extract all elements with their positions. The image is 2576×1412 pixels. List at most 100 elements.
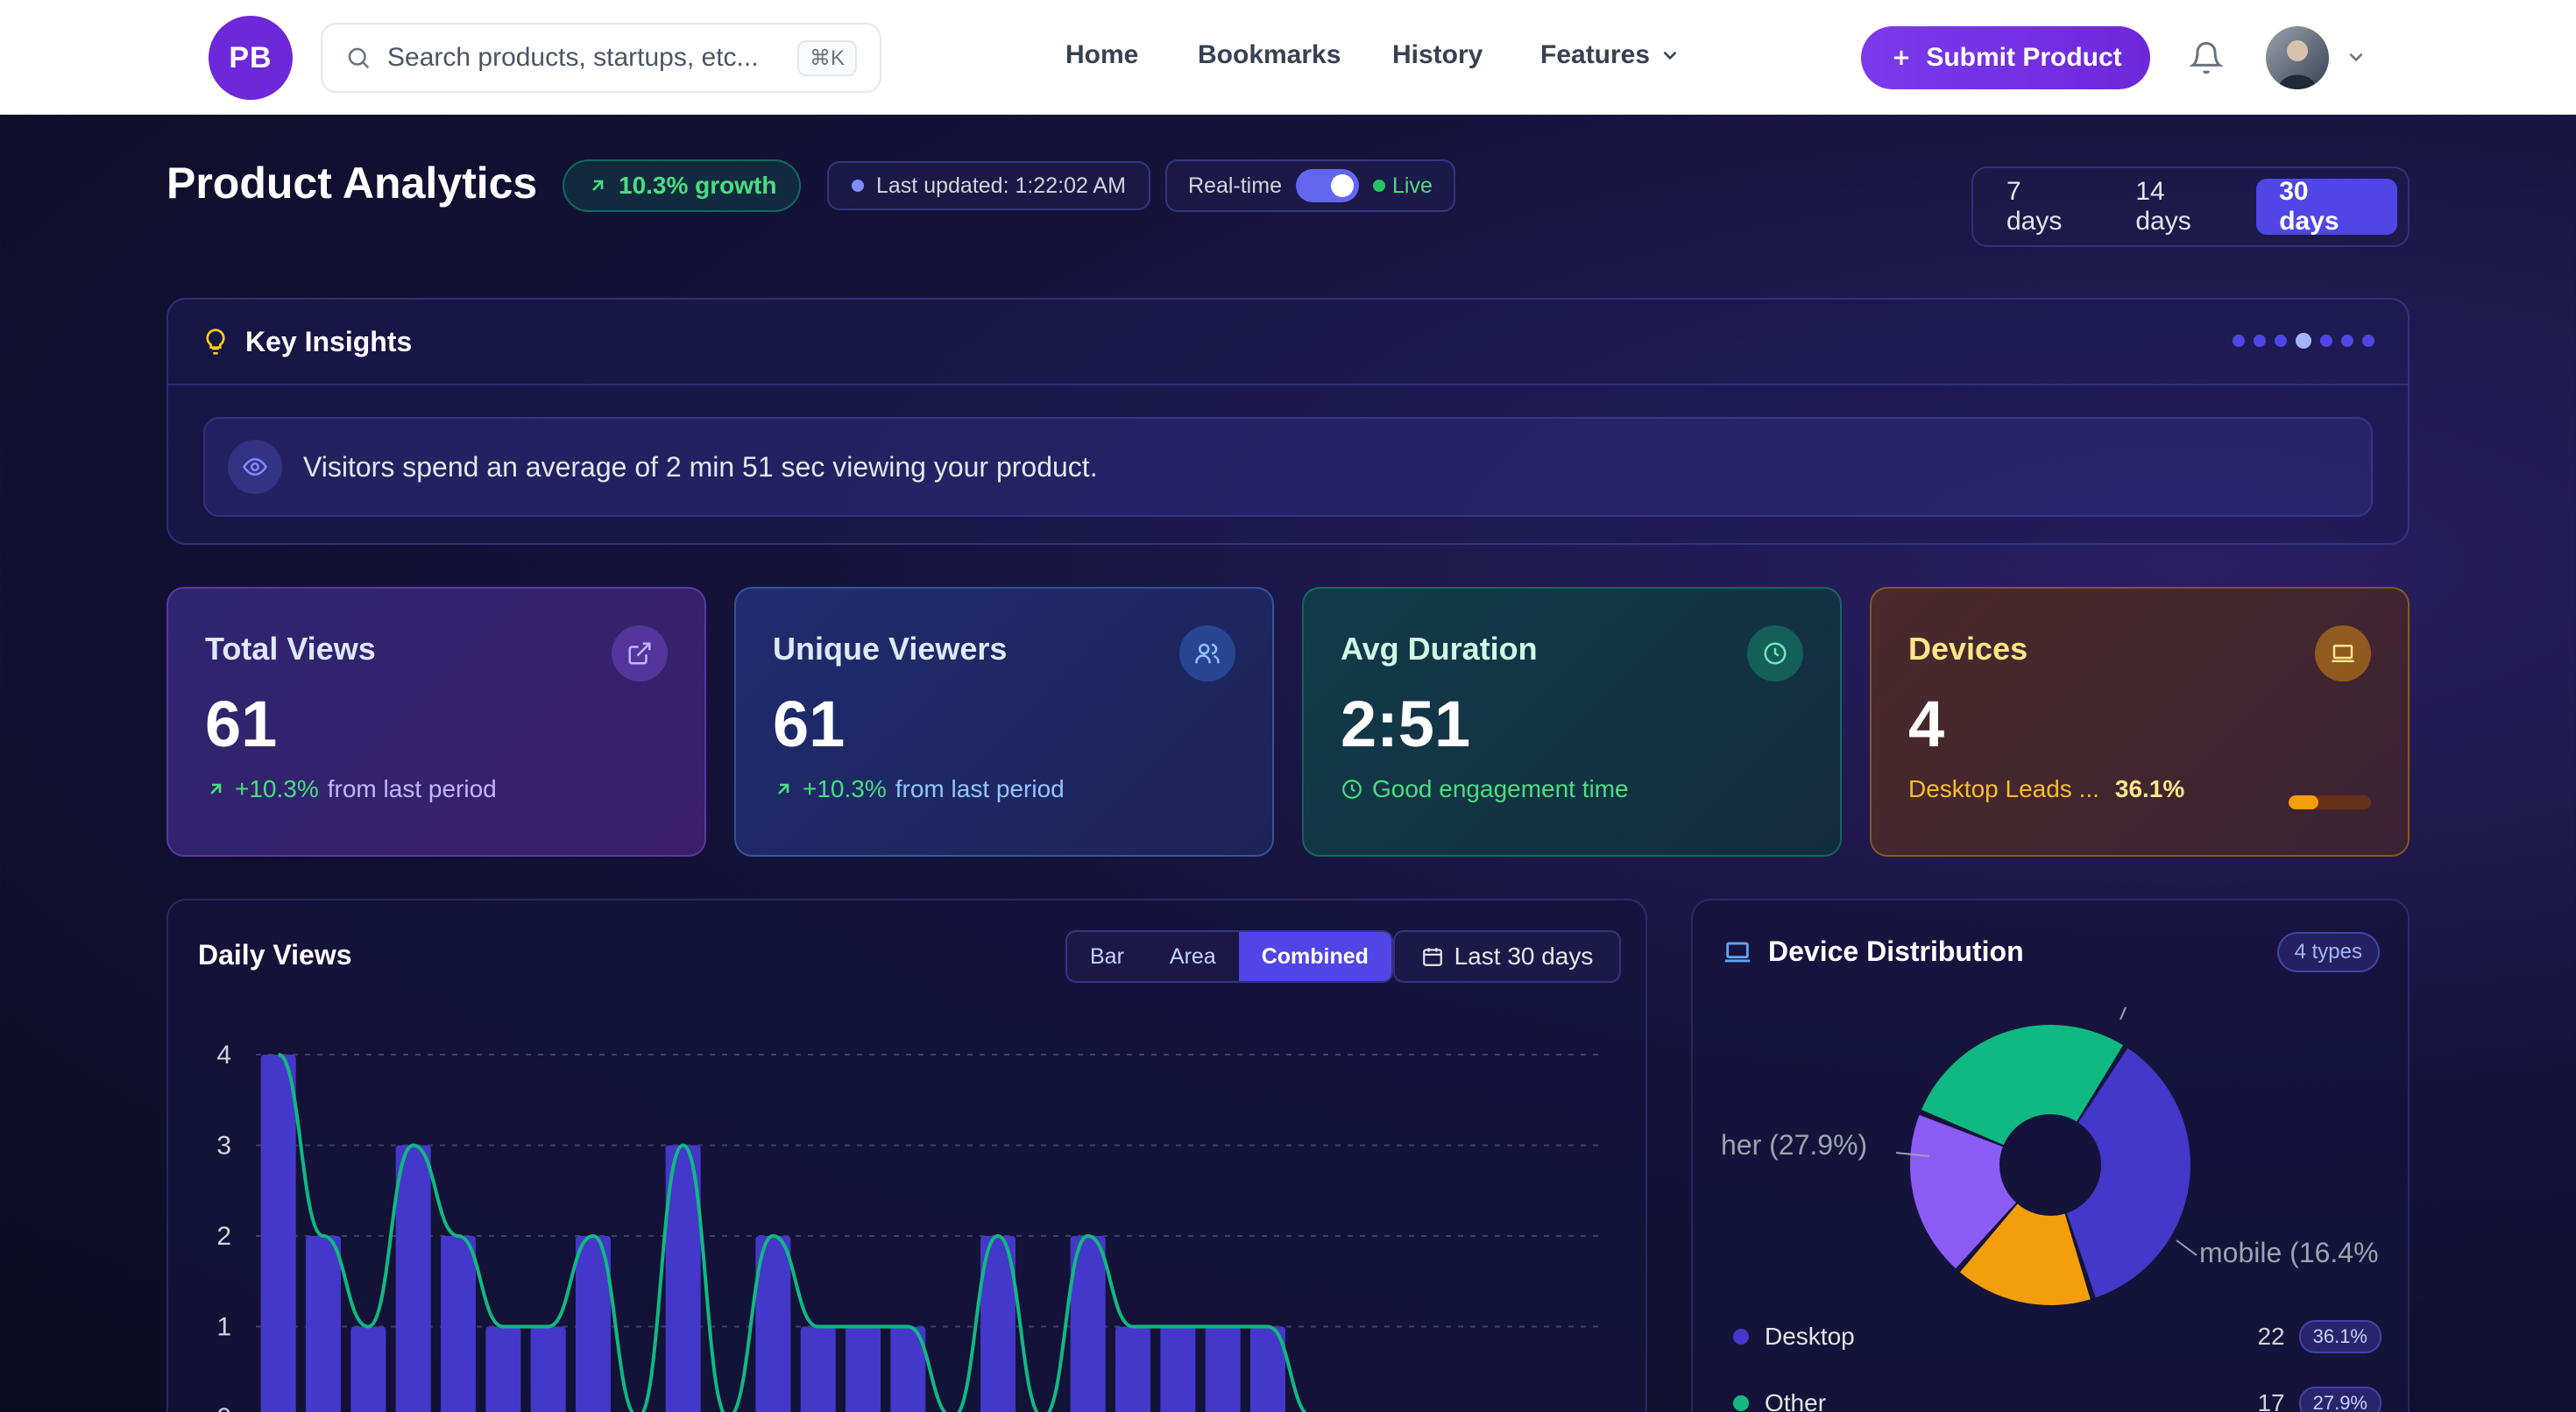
bar[interactable]	[395, 1145, 431, 1412]
top-navigation: PB Search products, startups, etc... ⌘K …	[0, 0, 2576, 115]
bar[interactable]	[1070, 1236, 1106, 1412]
insight-message: Visitors spend an average of 2 min 51 se…	[303, 450, 1098, 483]
page-title: Product Analytics	[166, 159, 538, 208]
slice-label-mobile: mobile (16.4%	[2199, 1237, 2379, 1268]
avg-duration-value: 2:51	[1341, 688, 1471, 760]
avg-duration-note-text: Good engagement time	[1372, 775, 1629, 802]
submit-product-button[interactable]: Submit Product	[1861, 26, 2150, 89]
bar[interactable]	[1160, 1326, 1196, 1412]
realtime-toggle[interactable]	[1295, 169, 1359, 202]
clock-icon	[1747, 625, 1803, 681]
bar[interactable]	[1115, 1326, 1151, 1412]
pagination-dot[interactable]	[2320, 335, 2332, 347]
range-7-days-button[interactable]: 7 days	[2006, 177, 2063, 236]
bar[interactable]	[845, 1326, 881, 1412]
calendar-icon	[1422, 948, 1442, 966]
date-range-selector: 7 days 14 days 30 days	[1971, 166, 2410, 247]
total-views-change: +10.3% from last period	[205, 775, 668, 803]
avg-duration-label: Avg Duration	[1341, 631, 1538, 667]
bell-icon[interactable]	[2189, 39, 2224, 77]
bar[interactable]	[800, 1326, 836, 1412]
series-line	[277, 1053, 1307, 1412]
realtime-label: Real-time	[1188, 173, 1282, 198]
bar[interactable]	[350, 1326, 386, 1412]
total-views-label: Total Views	[205, 631, 376, 667]
pagination-dot[interactable]	[2362, 335, 2374, 347]
last-updated-badge: Last updated: 1:22:02 AM	[827, 161, 1150, 210]
bar[interactable]	[755, 1236, 791, 1412]
unique-viewers-change-value: +10.3%	[803, 775, 887, 802]
view-area-button[interactable]: Area	[1169, 943, 1216, 969]
device-distribution-title: Device Distribution	[1768, 935, 2024, 967]
laptop-icon	[1724, 942, 1751, 962]
logo[interactable]: PB	[209, 16, 293, 100]
donut-slice[interactable]	[2066, 1048, 2190, 1298]
legend-percent: 36.1%	[2298, 1320, 2381, 1353]
bar[interactable]	[530, 1326, 566, 1412]
clock-icon	[1342, 780, 1362, 799]
legend-count: 17	[2257, 1389, 2285, 1412]
insight-pagination	[2233, 333, 2374, 349]
y-tick-label: 3	[216, 1132, 231, 1161]
total-views-value: 61	[205, 688, 278, 760]
date-range-label: Last 30 days	[1454, 943, 1594, 970]
callout-line	[1895, 1152, 1930, 1157]
legend-item-desktop[interactable]: Desktop 22 36.1%	[1733, 1314, 2381, 1359]
devices-lead-pct: 36.1%	[2114, 775, 2185, 802]
avg-duration-card: Avg Duration 2:51 Good engagement time	[1302, 587, 1842, 857]
bar[interactable]	[980, 1236, 1016, 1412]
bar[interactable]	[260, 1055, 296, 1412]
total-views-card: Total Views 61 +10.3% from last period	[166, 587, 706, 857]
nav-bookmarks[interactable]: Bookmarks	[1198, 40, 1341, 69]
bar[interactable]	[1249, 1326, 1286, 1412]
bar[interactable]	[440, 1236, 477, 1412]
avg-duration-note: Good engagement time	[1341, 775, 1803, 803]
date-range-button[interactable]: Last 30 days	[1393, 930, 1621, 983]
lightbulb-icon	[206, 328, 225, 355]
pagination-dot[interactable]	[2254, 335, 2266, 347]
logo-text: PB	[229, 40, 272, 74]
daily-views-chart: 0 1 2 3 4	[216, 1041, 1605, 1412]
pagination-dot[interactable]	[2296, 333, 2311, 349]
nav-home[interactable]: Home	[1065, 40, 1139, 69]
donut-slice[interactable]	[1959, 1204, 2091, 1305]
key-insights-title: Key Insights	[245, 325, 413, 357]
view-combined-button[interactable]: Combined	[1238, 932, 1391, 981]
nav-features[interactable]: Features	[1540, 40, 1681, 70]
donut-slice[interactable]	[1910, 1114, 2016, 1269]
donut-slice[interactable]	[1921, 1025, 2124, 1146]
live-label: Live	[1391, 173, 1433, 198]
range-30-days-button[interactable]: 30 days	[2256, 177, 2397, 236]
search-icon	[348, 47, 370, 69]
live-indicator: Live	[1372, 173, 1433, 199]
device-distribution-panel: Device Distribution 4 types her (27.9%) m…	[1691, 899, 2410, 1412]
arrow-up-right-icon	[778, 783, 789, 794]
legend-item-other[interactable]: Other 17 27.9%	[1733, 1380, 2381, 1412]
bar[interactable]	[575, 1236, 612, 1412]
bar[interactable]	[485, 1326, 521, 1412]
devices-card: Devices 4 Desktop Leads ... 36.1%	[1870, 587, 2410, 857]
search-placeholder: Search products, startups, etc...	[387, 43, 759, 72]
search-input[interactable]: Search products, startups, etc... ⌘K	[321, 23, 881, 93]
bar[interactable]	[1205, 1326, 1241, 1412]
bar[interactable]	[305, 1236, 342, 1412]
device-donut-chart: her (27.9%) mobile (16.4%	[1721, 1006, 2379, 1305]
legend-dot	[1733, 1395, 1749, 1411]
y-tick-label: 0	[216, 1403, 231, 1412]
legend-percent: 27.9%	[2298, 1387, 2381, 1412]
avatar[interactable]	[2266, 26, 2329, 89]
bar[interactable]	[665, 1145, 701, 1412]
range-14-days-button[interactable]: 14 days	[2135, 177, 2191, 236]
pagination-dot[interactable]	[2233, 335, 2245, 347]
nav-history[interactable]: History	[1392, 40, 1483, 69]
status-dot	[852, 180, 864, 192]
pagination-dot[interactable]	[2341, 335, 2353, 347]
account-chevron-icon[interactable]	[2345, 46, 2367, 68]
callout-line	[2176, 1239, 2197, 1256]
users-icon	[1179, 625, 1235, 681]
bar[interactable]	[890, 1326, 926, 1412]
callout-line	[2120, 1006, 2127, 1020]
legend-dot	[1733, 1329, 1749, 1345]
view-bar-button[interactable]: Bar	[1090, 943, 1124, 969]
pagination-dot[interactable]	[2275, 335, 2287, 347]
